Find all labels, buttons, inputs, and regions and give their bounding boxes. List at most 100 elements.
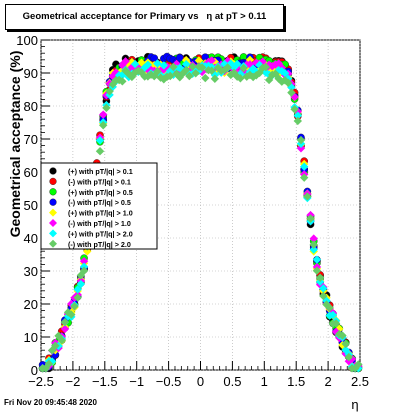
data-point bbox=[229, 63, 239, 72]
data-point bbox=[223, 63, 232, 72]
y-tick-label: 70 bbox=[24, 132, 38, 147]
data-point bbox=[232, 59, 242, 69]
data-point bbox=[309, 240, 318, 249]
data-point bbox=[299, 173, 309, 182]
legend-entry-label: (+) with pT/|q| > 2.0 bbox=[68, 229, 133, 238]
data-point bbox=[328, 310, 338, 320]
data-point bbox=[325, 303, 334, 313]
data-point bbox=[181, 65, 191, 75]
x-tick-label: 0 bbox=[197, 374, 204, 389]
data-point bbox=[121, 66, 130, 76]
x-tick-label: −1.5 bbox=[92, 374, 118, 389]
data-point bbox=[303, 192, 312, 201]
data-point bbox=[79, 256, 89, 266]
data-point bbox=[287, 88, 296, 97]
data-point bbox=[175, 53, 184, 62]
y-tick-label: 10 bbox=[24, 330, 38, 345]
data-point bbox=[319, 284, 328, 293]
timestamp-footer: Fri Nov 20 09:45:48 2020 bbox=[4, 398, 97, 407]
data-point bbox=[67, 310, 76, 319]
data-point bbox=[95, 136, 105, 145]
legend-entry-label: (+) with pT/|q| > 0.5 bbox=[68, 188, 133, 197]
data-point bbox=[79, 266, 89, 275]
data-point bbox=[73, 285, 82, 294]
x-tick-label: −2 bbox=[65, 374, 80, 389]
y-tick-label: 80 bbox=[24, 99, 38, 114]
data-point bbox=[159, 75, 169, 84]
data-point bbox=[312, 266, 322, 275]
data-point bbox=[188, 62, 197, 71]
data-point bbox=[51, 341, 60, 350]
data-point bbox=[271, 69, 280, 79]
data-point bbox=[130, 59, 140, 69]
data-point bbox=[207, 66, 216, 75]
data-point bbox=[99, 110, 108, 119]
legend-entry-label: (-) with pT/|q| > 0.5 bbox=[68, 198, 131, 207]
data-point bbox=[293, 111, 302, 120]
data-point bbox=[70, 302, 79, 311]
data-point bbox=[153, 67, 162, 76]
y-tick-label: 0 bbox=[31, 363, 38, 378]
data-point bbox=[232, 72, 242, 81]
y-tick-label: 90 bbox=[24, 66, 38, 81]
data-point bbox=[344, 352, 354, 362]
data-point bbox=[331, 319, 341, 328]
data-point bbox=[54, 331, 63, 341]
data-point bbox=[201, 73, 210, 83]
legend-box bbox=[40, 162, 158, 250]
title-box: Geometrical acceptance for Primary vs η … bbox=[5, 4, 284, 30]
y-tick-label: 50 bbox=[24, 198, 38, 213]
data-point bbox=[338, 331, 347, 340]
x-tick-label: −1 bbox=[129, 374, 144, 389]
y-tick-label: 40 bbox=[24, 231, 38, 246]
data-point bbox=[57, 336, 66, 345]
data-point bbox=[296, 135, 306, 145]
data-point bbox=[210, 74, 220, 84]
data-point bbox=[197, 67, 207, 77]
data-point bbox=[309, 234, 318, 243]
y-tick-label: 30 bbox=[24, 264, 38, 279]
data-point bbox=[309, 245, 318, 254]
legend-marker bbox=[49, 208, 57, 217]
data-point bbox=[299, 162, 309, 171]
data-point bbox=[312, 255, 322, 264]
legend-marker bbox=[49, 177, 57, 186]
data-point bbox=[41, 364, 50, 373]
data-point bbox=[159, 61, 169, 70]
data-point bbox=[306, 214, 315, 223]
data-point bbox=[261, 62, 271, 72]
data-point bbox=[153, 59, 162, 68]
data-point bbox=[354, 360, 363, 369]
legend-marker bbox=[49, 219, 57, 227]
data-point bbox=[118, 77, 127, 86]
data-point bbox=[284, 78, 293, 88]
x-tick-label: −0.5 bbox=[156, 374, 182, 389]
data-point bbox=[181, 59, 191, 69]
data-point bbox=[143, 60, 153, 69]
legend-entry-label: (+) with pT/|q| > 1.0 bbox=[68, 209, 133, 218]
x-tick-label: 2.5 bbox=[351, 374, 369, 389]
data-point bbox=[165, 71, 175, 81]
data-point bbox=[102, 103, 111, 113]
legend-marker bbox=[49, 188, 57, 196]
data-point bbox=[341, 339, 350, 349]
legend: (+) with pT/|q| > 0.1(-) with pT/|q| > 0… bbox=[40, 162, 158, 250]
data-point bbox=[293, 116, 302, 126]
data-point bbox=[185, 71, 194, 81]
chart-title: Geometrical acceptance for Primary vs η … bbox=[22, 11, 267, 22]
data-point bbox=[296, 144, 306, 153]
legend-marker bbox=[49, 167, 57, 175]
legend-entry-label: (-) with pT/|q| > 0.1 bbox=[68, 177, 131, 186]
data-point bbox=[197, 63, 207, 72]
data-point bbox=[236, 74, 245, 83]
y-axis-label: Geometrical acceptance (%) bbox=[7, 51, 23, 238]
data-points bbox=[38, 52, 363, 373]
data-point bbox=[127, 72, 137, 82]
data-point bbox=[99, 121, 108, 130]
data-point bbox=[111, 68, 121, 77]
y-tick-label: 100 bbox=[16, 33, 38, 48]
data-point bbox=[194, 56, 204, 65]
data-point bbox=[105, 87, 114, 96]
data-point bbox=[76, 279, 86, 289]
